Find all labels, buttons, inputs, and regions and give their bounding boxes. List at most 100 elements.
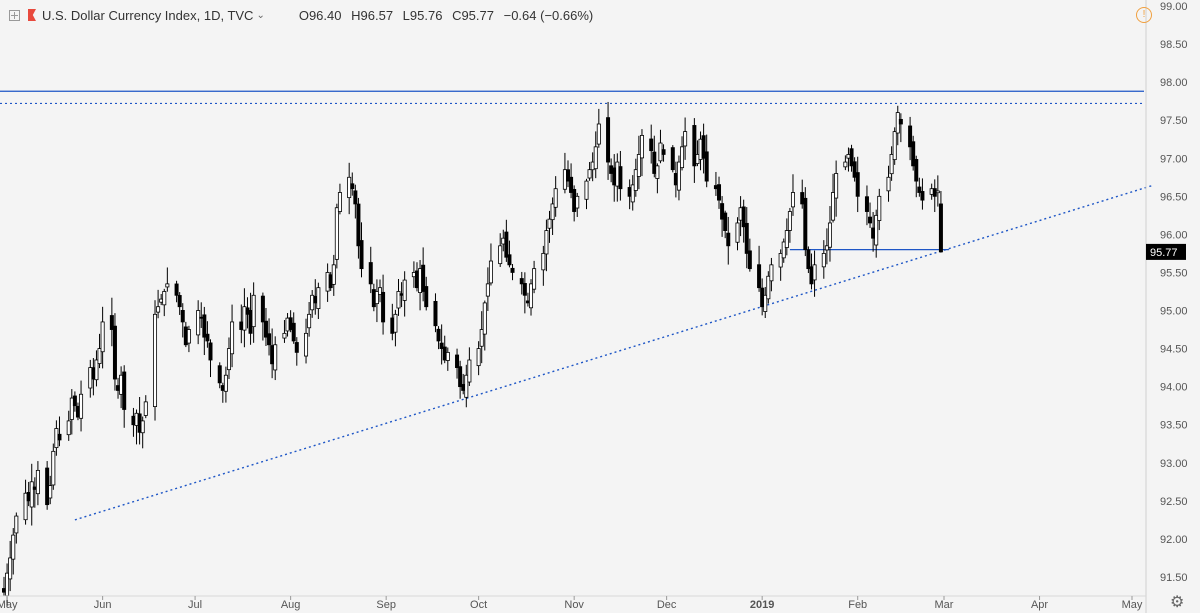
- candles: [2, 101, 943, 607]
- candle-body: [704, 151, 709, 182]
- x-tick-label: Feb: [848, 599, 867, 611]
- candle-body: [282, 332, 287, 339]
- candle-body: [692, 125, 697, 167]
- candle-body: [260, 295, 265, 323]
- candle-body: [532, 268, 537, 290]
- warning-icon[interactable]: !: [1136, 7, 1152, 23]
- candle-body: [48, 485, 53, 499]
- candle-body: [680, 146, 685, 169]
- candle-body: [670, 147, 675, 171]
- symbol-flag-icon: [28, 9, 36, 21]
- y-tick-label: 93.00: [1160, 458, 1188, 470]
- candle-body: [510, 267, 515, 273]
- candle-body: [553, 188, 558, 208]
- candle-body: [8, 557, 13, 580]
- candle-body: [165, 283, 170, 288]
- price-axis: 91.50 92.00 92.50 93.00 93.50 94.00 94.50 95.00…: [1145, 0, 1188, 613]
- candle-body: [464, 374, 469, 398]
- candle-body: [757, 264, 762, 289]
- y-tick-label: 92.50: [1160, 496, 1188, 508]
- candle-body: [676, 161, 681, 191]
- x-tick-label: May: [1122, 599, 1143, 611]
- candle-body: [122, 371, 127, 410]
- candle-body: [174, 283, 179, 296]
- candle-body: [29, 481, 34, 508]
- symbol-title[interactable]: U.S. Dollar Currency Index, 1D, TVC: [42, 7, 254, 23]
- candle-body: [109, 315, 114, 330]
- candle-body: [892, 131, 897, 161]
- x-tick-label: Jul: [188, 599, 202, 611]
- gear-icon[interactable]: ⚙: [1170, 594, 1185, 611]
- x-tick-label: Mar: [935, 599, 954, 611]
- candle-body: [507, 254, 512, 266]
- candle-body: [834, 173, 839, 199]
- candle-body: [353, 190, 358, 205]
- x-tick-label: Sep: [376, 599, 396, 611]
- candle-body: [11, 534, 16, 560]
- candle-body: [100, 321, 105, 353]
- y-tick-label: 98.00: [1160, 77, 1188, 89]
- candle-body: [778, 253, 783, 268]
- candle-body: [445, 351, 450, 361]
- candle-body: [821, 253, 826, 268]
- candle-body: [307, 313, 312, 329]
- collapse-toggle-icon[interactable]: [9, 9, 20, 21]
- ohlc-readout: O96.40 H96.57 L95.76 C95.77 −0.64 (−0.66…: [299, 8, 599, 23]
- candle-body: [156, 306, 161, 313]
- candle-body: [763, 294, 768, 312]
- candle-body: [162, 291, 167, 306]
- candle-body: [735, 222, 740, 243]
- candle-body: [596, 123, 601, 145]
- candle-body: [790, 192, 795, 208]
- candle-body: [529, 283, 534, 309]
- candle-body: [374, 291, 379, 305]
- y-tick-label: 93.50: [1160, 420, 1188, 432]
- candle-body: [350, 183, 355, 190]
- candle-body: [741, 206, 746, 228]
- candle-body: [217, 365, 222, 384]
- candle-body: [522, 283, 527, 296]
- candle-body: [23, 492, 28, 521]
- candle-body: [917, 186, 922, 193]
- time-axis: May Jun Jul Aug Sep Oct Nov Dec 2019 Feb Mar Apr May: [0, 595, 1146, 611]
- candle-body: [584, 180, 589, 200]
- candle-body: [94, 359, 99, 381]
- candle-body: [337, 192, 342, 212]
- candle-body: [316, 287, 321, 309]
- candle-body: [263, 320, 268, 338]
- candle-body: [720, 203, 725, 220]
- candle-body: [593, 146, 598, 170]
- candle-body: [868, 216, 873, 224]
- candle-body: [251, 294, 256, 328]
- candle-body: [766, 275, 771, 300]
- candle-body: [381, 291, 386, 323]
- candle-body: [72, 395, 77, 407]
- last-price-label-bg: [1146, 243, 1186, 260]
- support-trendline[interactable]: [74, 184, 1155, 521]
- x-tick-label: Jun: [94, 599, 112, 611]
- open-value: O96.40: [298, 7, 342, 23]
- y-tick-label: 94.00: [1160, 382, 1188, 394]
- x-tick-label: May: [0, 599, 18, 611]
- candle-body: [153, 313, 158, 408]
- candle-body: [421, 264, 426, 292]
- candle-body: [79, 393, 84, 419]
- candle-body: [140, 420, 145, 434]
- candle-body: [436, 328, 441, 342]
- x-tick-label: 2019: [750, 599, 774, 611]
- x-tick-label: Nov: [564, 599, 584, 611]
- candle-body: [683, 131, 688, 147]
- candle-body: [898, 118, 903, 125]
- candle-body: [852, 161, 857, 178]
- candle-body: [368, 262, 373, 285]
- y-tick-label: 94.50: [1160, 344, 1188, 356]
- last-price-marker[interactable]: 95.77: [1146, 243, 1186, 260]
- candle-body: [544, 230, 549, 255]
- candle-body: [230, 321, 235, 355]
- chevron-down-icon[interactable]: ⌄: [256, 9, 265, 21]
- candle-body: [458, 366, 463, 388]
- candle-body: [377, 287, 382, 295]
- candle-body: [485, 283, 490, 297]
- candle-body: [784, 230, 789, 248]
